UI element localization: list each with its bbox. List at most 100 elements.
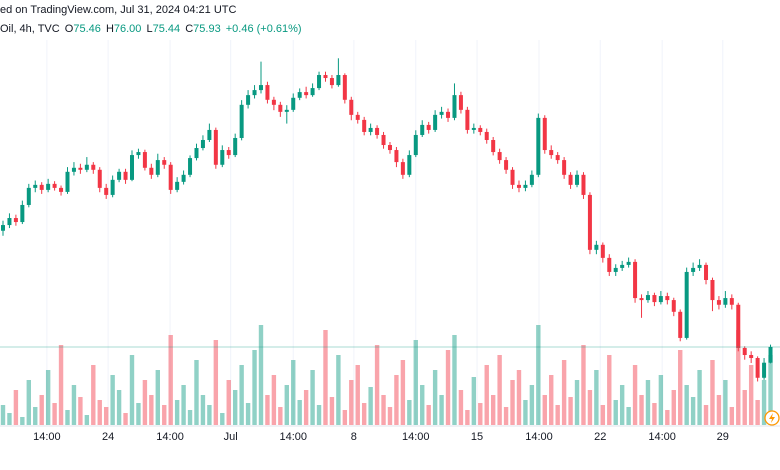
candle-body: [420, 124, 425, 135]
candle-body: [368, 127, 373, 132]
candle-body: [497, 152, 502, 161]
replay-icon[interactable]: [764, 410, 780, 426]
candle-body: [342, 75, 347, 100]
ohlc-value: 75.46: [73, 23, 101, 35]
volume-bar: [110, 375, 115, 425]
candle-body: [478, 127, 483, 132]
volume-bar: [574, 380, 580, 425]
candle-body: [516, 184, 521, 188]
volume-bar: [413, 340, 418, 425]
candle-body: [723, 298, 728, 305]
volume-bar: [323, 330, 328, 425]
x-tick-label: 14:00: [648, 431, 676, 443]
candle-body: [323, 75, 328, 79]
volume-bar: [45, 370, 51, 425]
candle-body: [349, 99, 354, 115]
volume-bar: [78, 397, 83, 425]
volume-bar: [490, 395, 496, 425]
volume-bar: [20, 417, 25, 425]
candle-body: [691, 267, 696, 272]
candle-body: [762, 362, 767, 378]
volume-bar: [626, 407, 631, 425]
volume-bar: [658, 375, 664, 425]
volume-bar: [58, 345, 64, 425]
candle-body: [562, 160, 567, 175]
volume-bar: [116, 390, 122, 425]
volume-bar: [445, 350, 451, 425]
volume-bar: [103, 407, 109, 425]
volume-bar: [355, 365, 360, 425]
candle-body: [329, 78, 334, 86]
candle-body: [607, 257, 612, 272]
candle-body: [413, 134, 418, 156]
volume-bar: [400, 360, 406, 425]
volume-bar: [39, 395, 44, 425]
candle-body: [600, 244, 605, 258]
candle-body: [110, 179, 115, 195]
ohlc-key: O: [65, 23, 74, 35]
candle-body: [697, 264, 702, 268]
candle-body: [7, 218, 12, 226]
candle-body: [207, 129, 212, 140]
candle-body: [78, 167, 83, 170]
x-tick-label: 14:00: [279, 431, 307, 443]
volume-bar: [349, 380, 354, 425]
candle-body: [155, 160, 160, 175]
volume-bar: [497, 355, 502, 425]
candle-body: [142, 152, 147, 168]
volume-bar: [252, 350, 257, 425]
volume-bar: [587, 390, 593, 425]
candle-body: [258, 85, 263, 91]
candle-body: [381, 134, 386, 146]
volume-bar: [703, 405, 709, 425]
candle-body: [188, 158, 193, 175]
x-tick-label: 14:00: [33, 431, 61, 443]
candle-body: [768, 346, 773, 363]
candle-body: [400, 162, 405, 175]
volume-bar: [613, 400, 618, 425]
volume-bar: [716, 395, 722, 425]
candle-body: [149, 167, 154, 175]
ohlc-key: C: [185, 23, 193, 35]
volume-bar: [168, 335, 173, 425]
candle-body: [136, 152, 141, 156]
volume-bar: [162, 405, 167, 425]
candle-body: [394, 150, 399, 163]
volume-bar: [97, 400, 102, 425]
candle-body: [742, 347, 747, 356]
volume-bar: [536, 325, 541, 425]
volume-bar: [639, 395, 644, 425]
volume-bar: [452, 335, 457, 425]
volume-bar: [278, 407, 283, 425]
candle-body: [613, 267, 618, 272]
volume-bar: [155, 370, 160, 425]
volume-bar: [607, 355, 612, 425]
volume-bar: [690, 397, 696, 425]
volume-bar: [149, 395, 154, 425]
volume-bar: [84, 415, 90, 425]
volume-bar: [723, 380, 728, 425]
candle-body: [652, 295, 657, 303]
candle-body: [671, 300, 676, 312]
volume-bar: [619, 385, 625, 425]
candle-body: [446, 111, 451, 118]
candle-body: [59, 187, 64, 192]
candle-body: [39, 184, 44, 190]
candle-body: [639, 298, 644, 301]
volume-bar: [561, 360, 567, 425]
volume-bar: [600, 405, 606, 425]
change: +0.46 (+0.61%): [226, 23, 302, 35]
candle-body: [375, 127, 380, 135]
volume-bar: [549, 375, 554, 425]
volume-bar: [123, 413, 128, 425]
volume-bar: [465, 410, 470, 425]
volume-bar: [91, 365, 96, 425]
candle-body: [529, 174, 534, 185]
candle-body: [704, 264, 709, 280]
volume-bar: [697, 370, 702, 425]
volume-bar: [458, 390, 464, 425]
candle-body: [510, 169, 515, 185]
candle-body: [220, 150, 225, 165]
candle-body: [542, 117, 547, 151]
